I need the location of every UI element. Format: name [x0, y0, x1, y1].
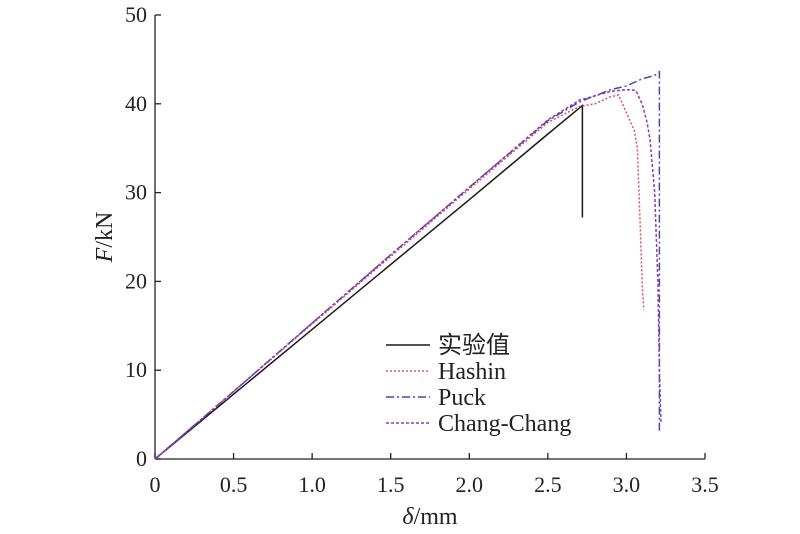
x-tick-label: 0.5: [220, 472, 248, 497]
x-tick-label: 3.0: [613, 472, 641, 497]
x-tick-label: 2.0: [456, 472, 484, 497]
series-line-1: [154, 94, 645, 460]
y-tick-label: 10: [125, 357, 147, 382]
series-line-2: [154, 70, 661, 460]
legend-label-0: 实验值: [438, 332, 510, 359]
axes: [154, 15, 705, 460]
y-axis-title-unit: /kN: [92, 212, 118, 248]
y-axis-title-symbol: F: [92, 247, 118, 263]
series-line-0: [154, 104, 584, 460]
x-tick-label: 0: [150, 472, 161, 497]
y-axis-title: F/kN: [92, 212, 118, 264]
x-tick-label: 3.5: [691, 472, 719, 497]
legend-label-3: Chang-Chang: [438, 411, 571, 437]
legend-label-1: Hashin: [438, 359, 506, 385]
x-tick-label: 1.0: [298, 472, 326, 497]
series-line-3: [154, 88, 662, 460]
y-tick-label: 20: [125, 268, 147, 293]
x-axis-title-symbol: δ: [402, 504, 414, 530]
ticks: 0 0.5 1.0 1.5 2.0 2.5 3.0 3.5 0 10 20 30 40 50: [125, 2, 719, 497]
series-layer: [154, 70, 662, 460]
y-tick-label: 50: [125, 2, 147, 27]
x-axis-title-unit: /mm: [414, 504, 458, 530]
x-tick-label: 2.5: [534, 472, 562, 497]
y-tick-label: 40: [125, 91, 147, 116]
legend-label-2: Puck: [438, 385, 486, 411]
y-tick-label: 0: [136, 446, 147, 471]
x-tick-label: 1.5: [377, 472, 405, 497]
x-axis-title: δ/mm: [402, 504, 457, 530]
y-tick-label: 30: [125, 180, 147, 205]
